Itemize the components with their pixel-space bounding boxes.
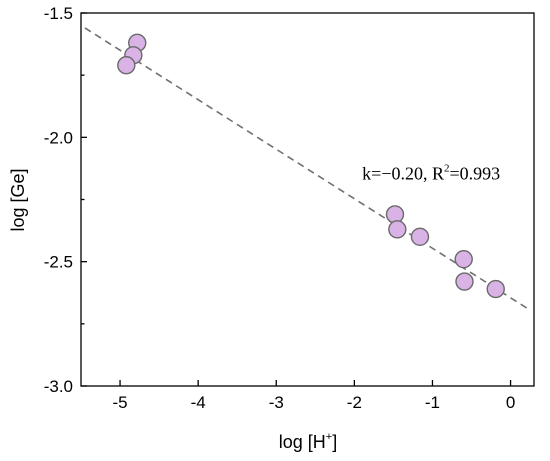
data-points [117,33,505,299]
y-tick-label: -1.5 [44,4,73,23]
y-tick-label: -2.5 [44,253,73,272]
y-axis-title: log [Ge] [8,168,28,231]
y-tick-label: -3.0 [44,377,73,396]
fit-annotation: k=−0.20, R2=0.993 [362,163,500,184]
x-tick-label: 0 [506,393,515,412]
data-point [486,279,505,299]
data-point [455,272,474,291]
data-point [410,227,430,247]
data-point [385,205,405,224]
x-tick-label: -5 [112,393,127,412]
x-tick-label: -1 [425,393,440,412]
x-tick-label: -4 [191,393,206,412]
fit-line [84,27,531,311]
data-point [388,220,407,239]
y-axis-ticks: -1.5 -2.0 -2.5 -3.0 [44,4,87,396]
x-axis-ticks: -5 -4 -3 -2 -1 0 [112,380,515,412]
y-tick-label: -2.0 [44,128,73,147]
x-axis-title: log [H+] [279,431,337,452]
data-point [454,249,473,269]
data-point [117,56,136,75]
x-tick-label: -3 [269,393,284,412]
x-tick-label: -2 [347,393,362,412]
